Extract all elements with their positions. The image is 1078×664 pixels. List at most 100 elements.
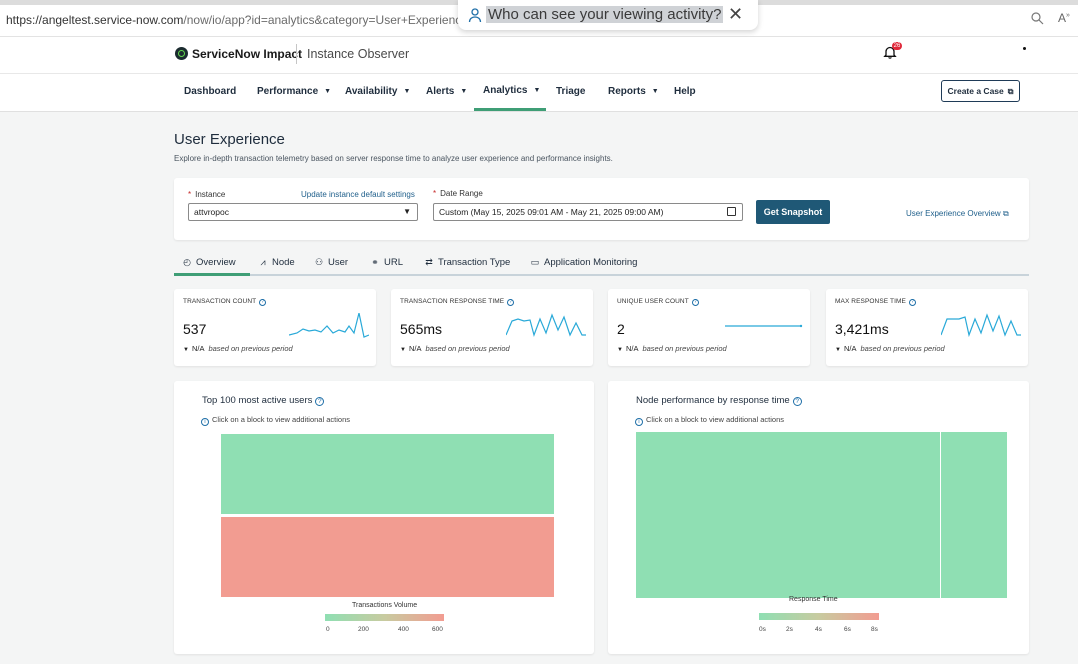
zoom-icon[interactable] xyxy=(1030,11,1044,25)
stat-value: 3,421ms xyxy=(835,321,889,337)
app-header xyxy=(0,37,1078,73)
legend-tick: 4s xyxy=(815,626,822,633)
get-snapshot-button[interactable]: Get Snapshot xyxy=(756,200,830,224)
area-chart-icon: ⩘ xyxy=(260,257,266,267)
color-legend-bar xyxy=(325,614,444,621)
info-icon[interactable]: ? xyxy=(908,299,916,306)
down-arrow-icon: ▼ xyxy=(617,347,623,353)
nav-performance[interactable]: Performance ▼ xyxy=(257,86,332,97)
nav-active-indicator xyxy=(474,108,546,111)
stat-trend-note: based on previous period xyxy=(425,344,510,353)
external-link-icon: ⧉ xyxy=(1007,87,1014,96)
sparkline-chart xyxy=(506,313,586,337)
nav-dashboard[interactable]: Dashboard xyxy=(184,86,237,97)
privacy-popup[interactable]: Who can see your viewing activity? ✕ xyxy=(458,0,758,30)
person-icon xyxy=(468,8,482,23)
treemap-block-user[interactable] xyxy=(221,517,554,597)
calendar-icon xyxy=(727,207,736,216)
stat-transaction-response-time: TRANSACTION RESPONSE TIME? 565ms ▼ N/A bas… xyxy=(391,289,593,366)
chevron-down-icon: ▼ xyxy=(403,207,411,216)
legend-tick: 6s xyxy=(844,626,851,633)
ux-overview-link[interactable]: User Experience Overview ⧉ xyxy=(906,209,1009,218)
tab-url[interactable]: ⚭ URL xyxy=(371,257,404,268)
nav-triage[interactable]: Triage xyxy=(556,86,586,97)
sparkline-chart xyxy=(289,313,369,338)
stat-trend: N/A xyxy=(191,344,205,353)
update-instance-link[interactable]: Update instance default settings xyxy=(301,190,415,199)
nav-availability[interactable]: Availability ▼ xyxy=(345,86,411,97)
sparkline-chart xyxy=(941,313,1021,338)
active-users-hint: i Click on a block to view additional act… xyxy=(201,415,350,426)
nav-reports[interactable]: Reports ▼ xyxy=(608,86,659,97)
stat-label: UNIQUE USER COUNT xyxy=(617,298,689,305)
create-case-button[interactable]: Create a Case ⧉ xyxy=(941,80,1020,102)
stat-trend: N/A xyxy=(408,344,422,353)
date-range-label: * Date Range xyxy=(433,189,483,198)
url-path: /now/io/app?id=analytics&category=User+E… xyxy=(183,13,476,27)
legend-tick: 0 xyxy=(326,626,330,633)
more-dot-icon[interactable] xyxy=(1023,47,1026,50)
swap-icon: ⇄ xyxy=(425,257,433,267)
product-name: Instance Observer xyxy=(307,47,410,61)
stat-label: TRANSACTION RESPONSE TIME xyxy=(400,298,505,305)
notification-badge: 26 xyxy=(892,42,902,50)
info-icon[interactable]: ? xyxy=(507,299,515,306)
instance-select[interactable]: attvropoc ▼ xyxy=(188,203,418,221)
info-icon[interactable]: ? xyxy=(315,397,325,406)
stat-max-response-time: MAX RESPONSE TIME? 3,421ms ▼ N/A based on … xyxy=(826,289,1028,366)
brand-name: ServiceNow Impact xyxy=(192,47,303,61)
legend-tick: 0s xyxy=(759,626,766,633)
info-icon: i xyxy=(201,418,209,426)
chevron-down-icon: ▼ xyxy=(403,88,411,95)
treemap-block-node[interactable] xyxy=(636,432,940,598)
url-domain: https://angeltest.service-now.com xyxy=(6,13,184,27)
legend-tick: 600 xyxy=(432,626,443,633)
stat-trend: N/A xyxy=(843,344,857,353)
url-field[interactable]: https://angeltest.service-now.com/now/io… xyxy=(6,13,476,27)
legend-tick: 400 xyxy=(398,626,409,633)
tab-user[interactable]: ⚇ User xyxy=(314,257,349,268)
external-link-icon: ⧉ xyxy=(1002,209,1009,218)
popup-text: Who can see your viewing activity? xyxy=(486,6,724,23)
browser-address-bar: https://angeltest.service-now.com/now/io… xyxy=(0,0,1078,37)
chevron-down-icon: ▼ xyxy=(460,88,468,95)
instance-label: * Instance xyxy=(188,190,226,199)
nav-analytics[interactable]: Analytics ▼ xyxy=(483,85,541,96)
monitor-icon: ▭ xyxy=(530,257,540,267)
nav-alerts[interactable]: Alerts ▼ xyxy=(426,86,468,97)
servicenow-logo-icon xyxy=(175,47,188,60)
info-icon[interactable]: ? xyxy=(691,299,699,306)
chevron-down-icon: ▼ xyxy=(651,88,659,95)
down-arrow-icon: ▼ xyxy=(835,347,841,353)
stat-transaction-count: TRANSACTION COUNT? 537 ▼ N/A based on prev… xyxy=(174,289,376,366)
chevron-down-icon: ▼ xyxy=(533,87,541,94)
stat-value: 2 xyxy=(617,321,625,337)
page-title: User Experience xyxy=(174,131,285,148)
down-arrow-icon: ▼ xyxy=(400,347,406,353)
sparkline-chart xyxy=(725,324,803,328)
legend-tick: 2s xyxy=(786,626,793,633)
tab-transaction-type[interactable]: ⇄ Transaction Type xyxy=(425,257,511,268)
tab-application-monitoring[interactable]: ▭ Application Monitoring xyxy=(530,257,638,268)
legend-tick: 200 xyxy=(358,626,369,633)
gauge-icon: ◴ xyxy=(183,257,191,267)
legend-title: Response Time xyxy=(789,596,838,603)
read-aloud-icon[interactable]: A» xyxy=(1058,11,1070,25)
stat-value: 565ms xyxy=(400,321,443,337)
color-legend-bar xyxy=(759,613,879,620)
info-icon[interactable]: ? xyxy=(259,299,267,306)
close-icon[interactable]: ✕ xyxy=(728,4,744,24)
link-icon: ⚭ xyxy=(371,257,379,267)
treemap-block-node[interactable] xyxy=(941,432,1007,598)
legend-tick: 8s xyxy=(871,626,878,633)
nav-help[interactable]: Help xyxy=(674,86,696,97)
info-icon[interactable]: ? xyxy=(792,397,802,406)
treemap-block-user[interactable] xyxy=(221,434,554,514)
date-range-picker[interactable]: Custom (May 15, 2025 09:01 AM - May 21, … xyxy=(433,203,743,221)
tab-overview[interactable]: ◴ Overview xyxy=(183,257,236,268)
tab-node[interactable]: ⩘ Node xyxy=(258,257,294,268)
stat-trend-note: based on previous period xyxy=(860,344,945,353)
down-arrow-icon: ▼ xyxy=(183,347,189,353)
node-performance-hint: i Click on a block to view additional act… xyxy=(635,415,784,426)
stat-trend-note: based on previous period xyxy=(208,344,293,353)
